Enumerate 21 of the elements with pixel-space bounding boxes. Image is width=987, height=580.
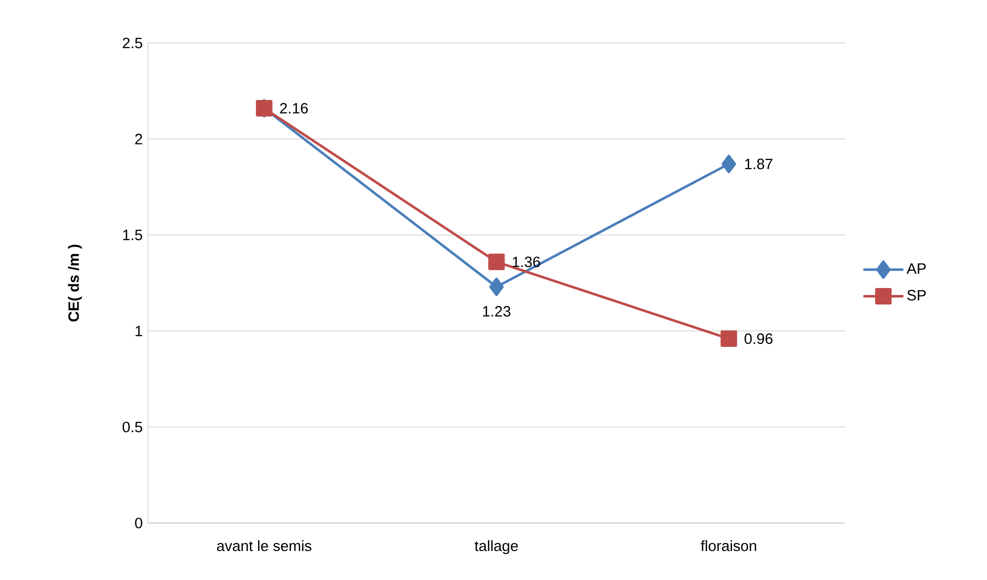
- y-axis-title: CE( ds /m ): [68, 244, 82, 322]
- data-label: 0.96: [744, 333, 772, 344]
- x-tick-label: tallage: [474, 540, 518, 554]
- legend-label: SP: [907, 290, 926, 300]
- y-tick-label: 0: [135, 518, 142, 528]
- x-tick-label: floraison: [700, 540, 756, 552]
- y-tick-label: 1: [136, 326, 142, 336]
- point: [488, 254, 505, 270]
- point: [720, 330, 738, 347]
- y-tick-label: 1.5: [123, 230, 142, 240]
- point: [489, 278, 504, 296]
- data-label: 1.87: [745, 158, 772, 170]
- data-label: 1.23: [483, 306, 510, 317]
- x-tick-label: avant le semis: [217, 540, 312, 552]
- y-tick-label: 2.5: [122, 38, 142, 48]
- point: [722, 154, 736, 174]
- data-label: 1.36: [512, 256, 540, 268]
- y-tick-label: 0.5: [122, 422, 142, 432]
- data-label: 2.16: [280, 102, 308, 114]
- y-tick-label: 2: [135, 134, 142, 144]
- legend-label: AP: [906, 263, 926, 274]
